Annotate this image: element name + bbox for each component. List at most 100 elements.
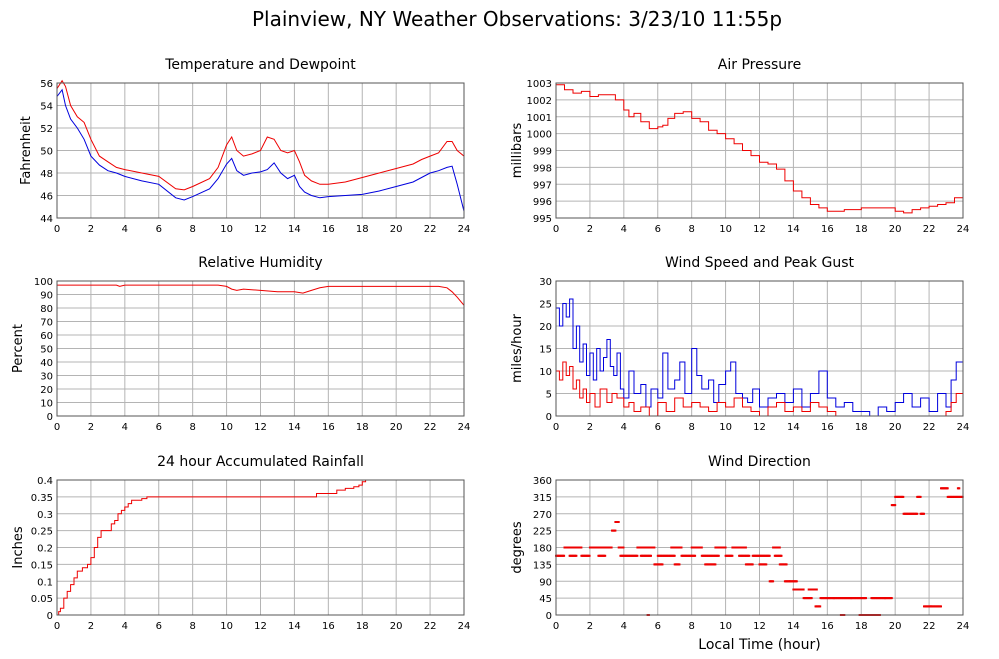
rain-xtick-label: 16 — [322, 621, 335, 632]
pressure-xtick-label: 20 — [889, 224, 902, 235]
direction-point — [700, 546, 703, 549]
temperature-title: Temperature and Dewpoint — [164, 57, 356, 73]
humidity-xtick-label: 22 — [424, 422, 437, 433]
direction-point — [724, 546, 727, 549]
direction-point — [575, 554, 578, 557]
rain-ylabel: Inches — [11, 526, 26, 568]
rain-xtick-label: 24 — [458, 621, 471, 632]
temperature-ytick-label: 52 — [40, 124, 53, 135]
humidity-ytick-label: 20 — [40, 385, 53, 396]
humidity-xtick-label: 10 — [220, 422, 233, 433]
direction-point — [894, 504, 897, 507]
humidity-ytick-label: 60 — [40, 331, 53, 342]
rain-ytick-label: 0.2 — [37, 544, 53, 555]
rain-xtick-label: 4 — [122, 621, 128, 632]
temperature-plot-frame — [56, 82, 465, 219]
pressure-plot-frame — [555, 82, 964, 219]
wind-ylabel: miles/hour — [510, 313, 525, 382]
humidity-xtick-label: 4 — [122, 422, 128, 433]
direction-point — [673, 554, 676, 557]
pressure-ytick-label: 995 — [533, 214, 552, 225]
rain-ytick-label: 0.05 — [31, 594, 53, 605]
direction-xtick-label: 18 — [855, 621, 868, 632]
pressure-xtick-label: 24 — [957, 224, 970, 235]
wind-xtick-label: 2 — [587, 422, 593, 433]
temperature-xtick-label: 8 — [189, 224, 195, 235]
pressure-xtick-label: 4 — [621, 224, 627, 235]
humidity-plot-frame — [56, 280, 465, 417]
direction-point — [604, 554, 607, 557]
direction-point — [714, 563, 717, 566]
wind-xtick-label: 12 — [753, 422, 766, 433]
temperature-ytick-label: 44 — [40, 214, 53, 225]
temperature-ytick-label: 56 — [40, 79, 53, 90]
wind-ytick-label: 30 — [539, 277, 552, 288]
direction-point — [946, 487, 949, 490]
direction-xtick-label: 14 — [787, 621, 800, 632]
direction-ytick-label: 90 — [539, 577, 552, 588]
pressure-ytick-label: 1002 — [527, 96, 552, 107]
direction-point — [617, 521, 620, 523]
pressure-ytick-label: 1003 — [527, 79, 552, 90]
direction-point — [694, 554, 697, 557]
humidity-xtick-label: 6 — [156, 422, 162, 433]
direction-point — [717, 554, 720, 557]
pressure-xtick-label: 10 — [719, 224, 732, 235]
temperature-xtick-label: 6 — [156, 224, 162, 235]
rain-ytick-label: 0.35 — [31, 493, 53, 504]
wind-xtick-label: 8 — [688, 422, 694, 433]
temperature-xtick-label: 14 — [288, 224, 301, 235]
wind-xtick-label: 20 — [889, 422, 902, 433]
pressure-xtick-label: 0 — [553, 224, 559, 235]
direction-point — [940, 605, 942, 608]
humidity-xtick-label: 24 — [458, 422, 471, 433]
wind-series-0-line — [556, 298, 964, 417]
direction-point — [653, 546, 656, 549]
direction-ytick-label: 225 — [533, 527, 552, 538]
rain-xtick-label: 10 — [220, 621, 233, 632]
pressure-xtick-label: 18 — [855, 224, 868, 235]
direction-point — [772, 580, 775, 583]
direction-ytick-label: 180 — [533, 544, 552, 555]
temperature-xtick-label: 16 — [322, 224, 335, 235]
pressure-ytick-label: 1001 — [527, 113, 552, 124]
humidity-ylabel: Percent — [11, 324, 26, 373]
direction-point — [819, 605, 822, 608]
rain-ytick-label: 0.3 — [37, 510, 53, 521]
wind-xtick-label: 10 — [719, 422, 732, 433]
temperature-series-1-line — [56, 88, 465, 212]
temperature-xtick-label: 20 — [390, 224, 403, 235]
page-title: Plainview, NY Weather Observations: 3/23… — [252, 7, 782, 31]
direction-point — [680, 546, 683, 549]
pressure-title: Air Pressure — [718, 57, 801, 73]
wind-xtick-label: 0 — [553, 422, 559, 433]
temperature-ytick-label: 50 — [40, 147, 53, 158]
direction-point — [650, 554, 652, 557]
rain-ytick-label: 0.4 — [37, 476, 53, 487]
temperature-xtick-label: 18 — [356, 224, 369, 235]
wind-ytick-label: 10 — [539, 367, 552, 378]
direction-point — [865, 597, 867, 600]
direction-ytick-label: 135 — [533, 560, 552, 571]
direction-point — [780, 554, 783, 557]
pressure-xtick-label: 8 — [688, 224, 694, 235]
wind-ytick-label: 25 — [539, 300, 552, 311]
direction-point — [765, 563, 768, 566]
humidity-ytick-label: 30 — [40, 372, 53, 383]
rain-xtick-label: 2 — [88, 621, 94, 632]
direction-point — [731, 554, 734, 557]
wind-xtick-label: 14 — [787, 422, 800, 433]
temperature-xtick-label: 24 — [458, 224, 471, 235]
direction-xtick-label: 20 — [889, 621, 902, 632]
humidity-xtick-label: 12 — [254, 422, 267, 433]
direction-point — [890, 597, 893, 600]
direction-point — [768, 554, 771, 557]
pressure-ytick-label: 996 — [533, 197, 552, 208]
direction-point — [958, 487, 961, 490]
rain-xtick-label: 6 — [156, 621, 162, 632]
humidity-xtick-label: 18 — [356, 422, 369, 433]
